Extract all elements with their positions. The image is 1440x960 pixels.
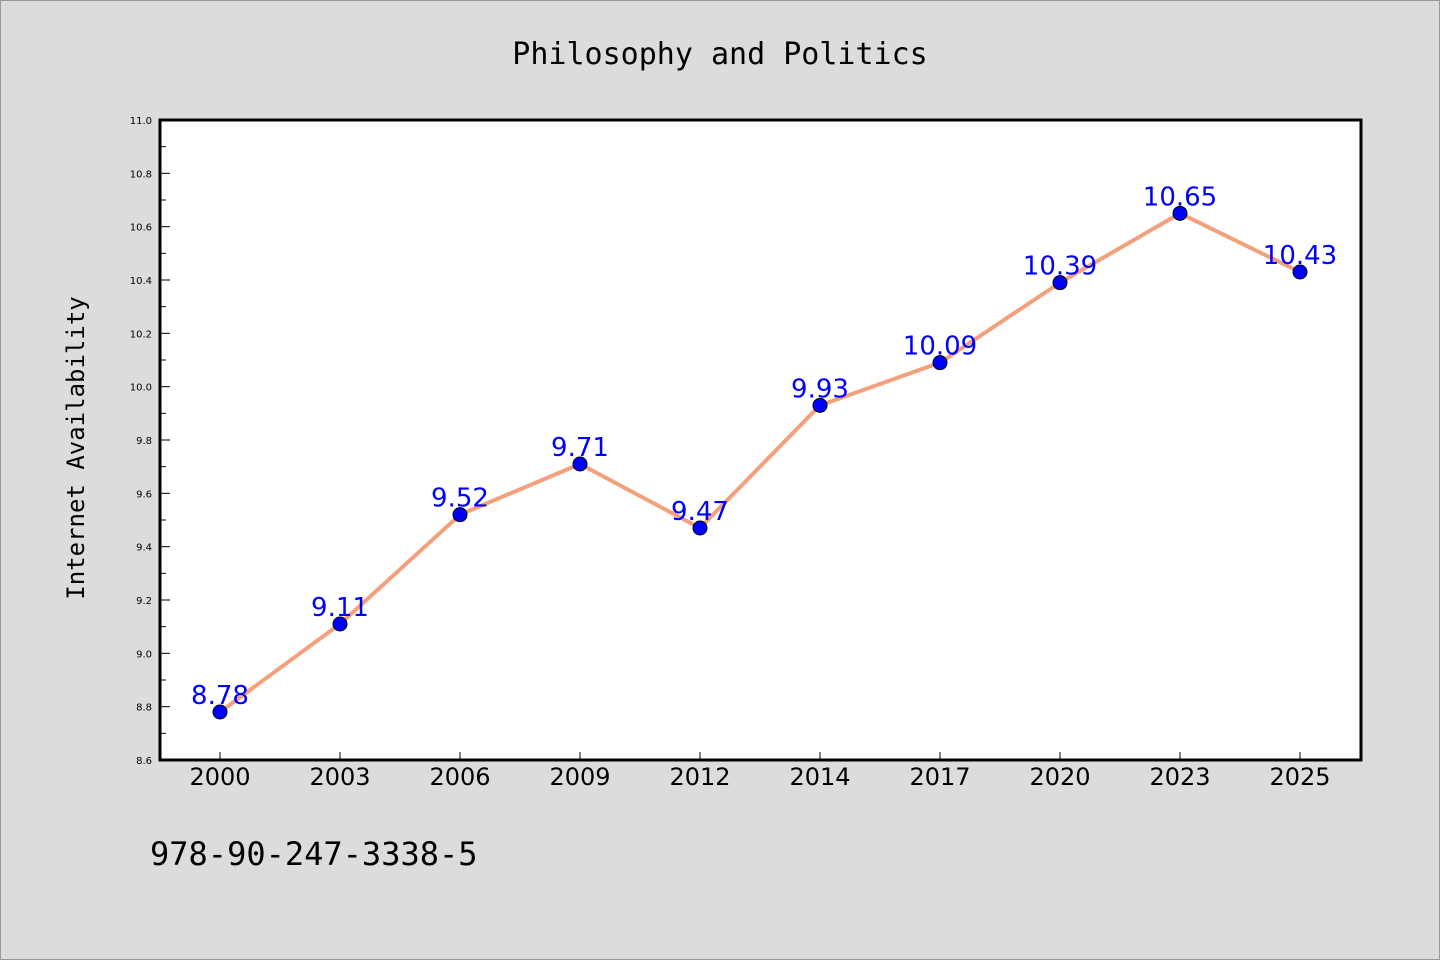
- data-point: [1292, 264, 1308, 280]
- y-tick-label: 9.6: [136, 489, 152, 500]
- x-tick-label: 2017: [909, 763, 970, 791]
- data-label: 9.71: [551, 433, 609, 463]
- y-tick-label: 9.4: [136, 543, 152, 554]
- data-label: 8.78: [191, 681, 249, 711]
- data-label: 9.11: [311, 593, 369, 623]
- data-point: [812, 397, 828, 413]
- y-axis-label: Internet Availability: [62, 296, 90, 599]
- chart-title: Philosophy and Politics: [512, 37, 927, 72]
- data-label: 10.65: [1143, 182, 1217, 212]
- data-point: [212, 704, 228, 720]
- x-axis-ticks: 2000 2003 2006 2009 2012 2014 2017 2020 2023 2025: [189, 752, 1331, 791]
- y-tick-label: 9.8: [136, 436, 152, 447]
- data-label: 9.93: [791, 374, 849, 404]
- plot-border: [158, 118, 1363, 762]
- data-label: 10.09: [903, 332, 977, 362]
- x-tick-label: 2014: [789, 763, 850, 791]
- x-tick-label: 2009: [549, 763, 610, 791]
- y-tick-label: 9.2: [136, 596, 152, 607]
- data-point: [332, 616, 348, 632]
- y-tick-label: 8.6: [136, 756, 152, 767]
- y-tick-label: 11.0: [130, 116, 152, 127]
- x-tick-label: 2025: [1269, 763, 1330, 791]
- data-point: [1052, 275, 1068, 291]
- data-labels-layer: 8.78 9.11 9.52 9.71 9.47 9.93 10.09 10.39 10.65 1…: [191, 182, 1337, 711]
- x-tick-label: 2012: [669, 763, 730, 791]
- y-tick-label: 10.2: [130, 329, 152, 340]
- data-label: 9.47: [671, 497, 729, 527]
- data-label: 10.39: [1023, 252, 1097, 282]
- x-tick-label: 2003: [309, 763, 370, 791]
- y-tick-label: 8.8: [136, 703, 152, 714]
- y-tick-label: 10.4: [130, 276, 152, 287]
- data-point: [1172, 205, 1188, 221]
- y-tick-label: 9.0: [136, 649, 152, 660]
- data-point: [932, 355, 948, 371]
- isbn-annotation: 978-90-247-3338-5: [150, 835, 478, 873]
- data-label: 10.43: [1263, 241, 1337, 271]
- data-label: 9.52: [431, 484, 489, 514]
- series-line: [218, 211, 1302, 714]
- series-layer: [212, 205, 1308, 720]
- x-tick-label: 2020: [1029, 763, 1090, 791]
- data-point: [452, 507, 468, 523]
- x-tick-label: 2000: [189, 763, 250, 791]
- data-point: [572, 456, 588, 472]
- y-tick-label: 10.0: [130, 383, 152, 394]
- x-tick-label: 2006: [429, 763, 490, 791]
- y-tick-label: 10.8: [130, 169, 152, 180]
- y-tick-label: 10.6: [130, 223, 152, 234]
- data-point: [692, 520, 708, 536]
- x-tick-label: 2023: [1149, 763, 1210, 791]
